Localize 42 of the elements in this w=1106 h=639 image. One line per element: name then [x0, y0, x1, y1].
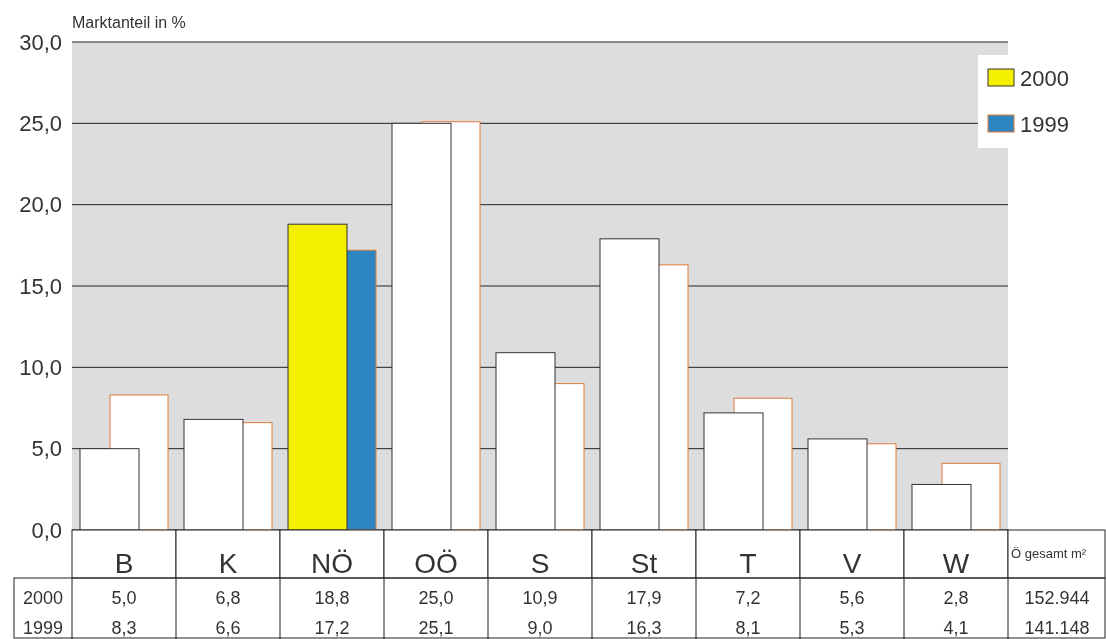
- text: 141.148: [1024, 618, 1090, 639]
- data-label: 8,1: [735, 618, 761, 639]
- data-label: 6,6: [215, 618, 241, 639]
- y-tick-label: 25,0: [19, 111, 62, 137]
- data-label: 2,8: [943, 588, 969, 609]
- legend-label: 2000: [1020, 65, 1069, 91]
- data-label: 25,0: [418, 588, 454, 609]
- data-label: 6,8: [215, 588, 241, 609]
- y-tick-label: 30,0: [19, 29, 62, 55]
- data-label: 5,6: [839, 588, 865, 609]
- data-label: 8,3: [111, 618, 137, 639]
- x-tick-label: K: [218, 548, 238, 579]
- data-label: 18,8: [314, 588, 350, 609]
- data-label: 16,3: [626, 618, 662, 639]
- x-tick-label: NÖ: [311, 548, 353, 579]
- data-label: 25,1: [418, 618, 454, 639]
- text: 152.944: [1024, 588, 1090, 609]
- y-tick-label: 15,0: [19, 273, 62, 299]
- x-tick-label: V: [842, 548, 862, 579]
- y-tick-label: 10,0: [19, 355, 62, 381]
- data-label: 9,0: [527, 618, 553, 639]
- x-tick-label: W: [942, 548, 970, 579]
- y-tick-label: 5,0: [31, 436, 62, 462]
- data-label: 17,2: [314, 618, 350, 639]
- x-tick-label: B: [114, 548, 134, 579]
- data-label: 10,9: [522, 588, 558, 609]
- data-label: 4,1: [943, 618, 969, 639]
- text: 2000: [22, 588, 64, 609]
- x-tick-label: OÖ: [414, 548, 458, 579]
- text: 1999: [22, 618, 64, 639]
- y-tick-label: 0,0: [31, 517, 62, 543]
- text: Ö gesamt m²: [1011, 546, 1087, 561]
- legend-label: 1999: [1020, 111, 1069, 137]
- x-tick-label: S: [530, 548, 550, 579]
- y-axis-title: Marktanteil in %: [72, 14, 186, 31]
- y-tick-label: 20,0: [19, 192, 62, 218]
- data-label: 5,3: [839, 618, 865, 639]
- data-label: 5,0: [111, 588, 137, 609]
- data-label: 17,9: [626, 588, 662, 609]
- x-tick-label: St: [630, 548, 658, 579]
- data-label: 7,2: [735, 588, 761, 609]
- x-tick-label: T: [739, 548, 757, 579]
